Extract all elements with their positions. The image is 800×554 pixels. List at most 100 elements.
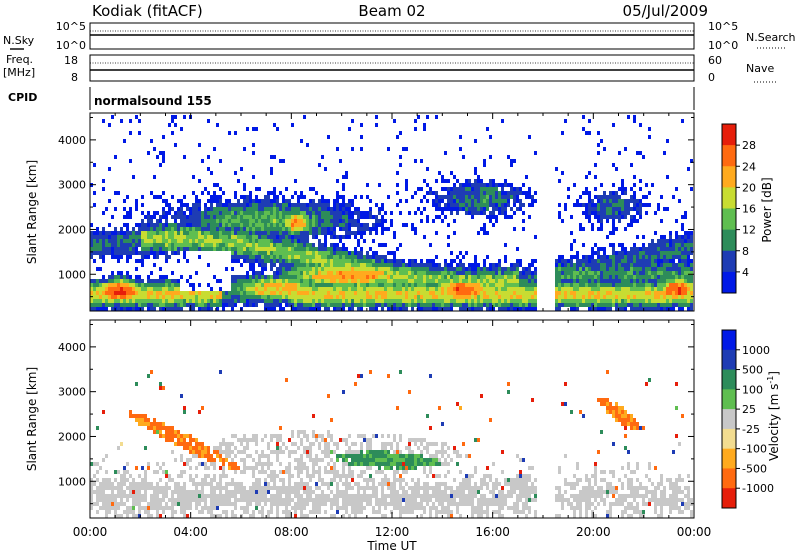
power-cell: [231, 231, 234, 235]
power-cell: [501, 279, 504, 283]
power-cell: [300, 303, 303, 307]
power-cell: [363, 291, 366, 295]
power-cell: [291, 307, 294, 311]
power-cell: [249, 295, 252, 299]
power-cell: [519, 191, 522, 195]
power-cell: [117, 283, 120, 287]
power-colorbar-segment: [722, 229, 736, 252]
power-cell: [654, 251, 657, 255]
power-cell: [357, 243, 360, 247]
power-cell: [207, 263, 210, 267]
power-cell: [252, 199, 255, 203]
power-cell: [627, 263, 630, 267]
power-cell: [198, 179, 201, 183]
power-cell: [609, 295, 612, 299]
power-cell: [663, 299, 666, 303]
power-cell: [201, 291, 204, 295]
power-cell: [381, 295, 384, 299]
velocity-cell: [126, 498, 129, 502]
power-cell: [579, 259, 582, 263]
power-cell: [399, 299, 402, 303]
power-cell: [321, 259, 324, 263]
power-cell: [480, 195, 483, 199]
power-cell: [315, 303, 318, 307]
power-cell: [639, 179, 642, 183]
power-cell: [447, 187, 450, 191]
power-cell: [663, 271, 666, 275]
velocity-cell: [105, 510, 108, 514]
power-cell: [600, 195, 603, 199]
power-cell: [168, 283, 171, 287]
power-cell: [351, 279, 354, 283]
power-cell: [654, 299, 657, 303]
velocity-cell: [234, 446, 237, 450]
power-cell: [393, 235, 396, 239]
power-cell: [663, 303, 666, 307]
power-cell: [177, 299, 180, 303]
power-cell: [612, 279, 615, 283]
power-cell: [96, 247, 99, 251]
power-cell: [264, 203, 267, 207]
power-cell: [165, 239, 168, 243]
power-cell: [135, 251, 138, 255]
power-cell: [414, 267, 417, 271]
power-cell: [354, 267, 357, 271]
power-cell: [639, 307, 642, 311]
power-cell: [609, 303, 612, 307]
power-cell: [309, 243, 312, 247]
power-cell: [624, 259, 627, 263]
power-cell: [213, 295, 216, 299]
power-cell: [474, 171, 477, 175]
power-cell: [636, 251, 639, 255]
power-cell: [105, 299, 108, 303]
power-cell: [474, 199, 477, 203]
power-cell: [558, 299, 561, 303]
power-cell: [636, 199, 639, 203]
velocity-cell: [135, 490, 138, 494]
power-cell: [315, 219, 318, 223]
power-cell: [594, 275, 597, 279]
velocity-cell: [120, 494, 123, 498]
power-cell: [90, 239, 93, 243]
power-cell: [396, 303, 399, 307]
power-cell: [417, 279, 420, 283]
velocity-cell: [195, 506, 198, 510]
power-cell: [342, 271, 345, 275]
power-cell: [480, 299, 483, 303]
power-cell: [393, 295, 396, 299]
power-cell: [285, 199, 288, 203]
power-cell: [147, 295, 150, 299]
power-cell: [303, 211, 306, 215]
power-cell: [627, 223, 630, 227]
power-cell: [636, 291, 639, 295]
power-cell: [237, 219, 240, 223]
power-cell: [588, 307, 591, 311]
power-cell: [162, 231, 165, 235]
power-cell: [555, 307, 558, 311]
power-cell: [318, 219, 321, 223]
velocity-cell: [105, 482, 108, 486]
power-cell: [600, 287, 603, 291]
velocity-cell: [144, 510, 147, 514]
power-cell: [327, 219, 330, 223]
power-cell: [144, 291, 147, 295]
power-cell: [138, 223, 141, 227]
power-cell: [96, 299, 99, 303]
power-cell: [690, 251, 693, 255]
power-cell: [309, 283, 312, 287]
power-cell: [348, 303, 351, 307]
power-cell: [108, 279, 111, 283]
velocity-cell: [192, 438, 195, 442]
power-cell: [267, 307, 270, 311]
power-cell: [147, 299, 150, 303]
power-cell: [294, 223, 297, 227]
power-cell: [456, 195, 459, 199]
power-cell: [687, 291, 690, 295]
power-cell: [102, 299, 105, 303]
power-cell: [177, 287, 180, 291]
power-cell: [162, 235, 165, 239]
power-cell: [426, 279, 429, 283]
power-cell: [516, 267, 519, 271]
power-colorbar-label: 28: [742, 139, 756, 152]
power-cell: [276, 227, 279, 231]
